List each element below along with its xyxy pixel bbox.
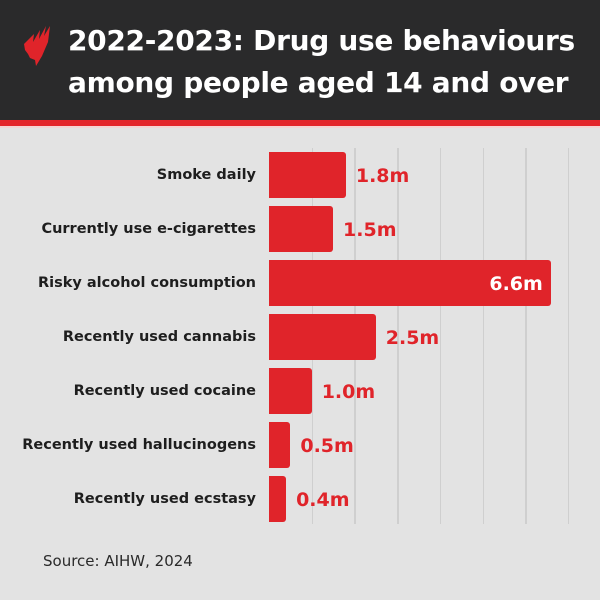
gridline: [525, 148, 527, 524]
value-label: 1.5m: [343, 219, 397, 241]
bar: [269, 152, 346, 198]
bar-row: Recently used cocaine 1.0m: [0, 367, 600, 415]
title-line-1: 2022-2023: Drug use behaviours: [68, 24, 575, 57]
bar-row: Recently used ecstasy 0.4m: [0, 475, 600, 523]
bar-row: Currently use e-cigarettes 1.5m: [0, 205, 600, 253]
value-label: 6.6m: [489, 273, 543, 295]
category-label: Recently used cannabis: [62, 329, 256, 345]
bar: [269, 314, 376, 360]
value-label: 1.0m: [321, 381, 376, 403]
value-label: 0.5m: [300, 435, 354, 457]
bar-row: Risky alcohol consumption 6.6m: [0, 259, 600, 307]
source-note: Source: AIHW, 2024: [43, 552, 193, 570]
bar: [269, 206, 334, 252]
bar: [269, 422, 291, 468]
value-label: 2.5m: [385, 327, 440, 349]
bar: [269, 476, 287, 522]
value-label: 1.8m: [355, 165, 410, 187]
bar-row: Recently used cannabis 2.5m: [0, 313, 600, 361]
bar-row: Smoke daily 1.8m: [0, 151, 600, 199]
category-label: Smoke daily: [156, 167, 256, 183]
accent-stripe: [0, 120, 600, 126]
gridline: [482, 148, 484, 524]
gridline: [397, 148, 399, 524]
bar: [269, 368, 312, 414]
title-line-2: among people aged 14 and over: [68, 66, 569, 99]
accent-stripe-light: [0, 126, 600, 128]
category-label: Currently use e-cigarettes: [41, 221, 256, 237]
category-label: Recently used ecstasy: [73, 491, 256, 507]
category-label: Recently used hallucinogens: [22, 437, 256, 453]
gridline: [567, 148, 570, 524]
bar-row: Recently used hallucinogens 0.5m: [0, 421, 600, 469]
gridline: [439, 148, 442, 524]
category-label: Risky alcohol consumption: [37, 275, 256, 291]
header-banner: 2022-2023: Drug use behaviours among peo…: [0, 0, 600, 120]
sbs-logo-icon: [24, 26, 50, 66]
category-label: Recently used cocaine: [73, 383, 256, 399]
bar: [269, 260, 551, 306]
value-label: 0.4m: [296, 489, 350, 511]
chart-title: 2022-2023: Drug use behaviours among peo…: [68, 20, 575, 104]
